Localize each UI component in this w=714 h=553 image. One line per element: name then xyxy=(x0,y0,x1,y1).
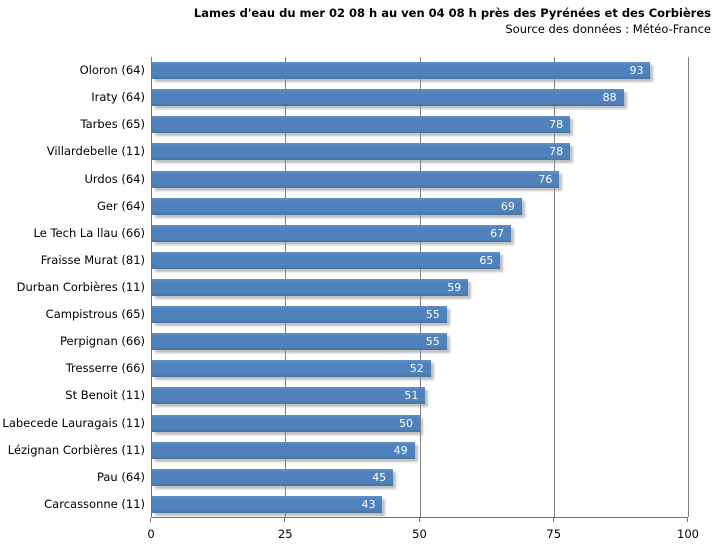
bar-Urdos (64): 76 xyxy=(152,170,560,188)
bar-row: 78 xyxy=(152,111,688,138)
bar-value-label: 78 xyxy=(549,118,564,132)
bar-row: 55 xyxy=(152,328,688,355)
bar-value-label: 50 xyxy=(399,416,413,430)
bar-row: 49 xyxy=(152,437,688,464)
category-label: Villardebelle (11) xyxy=(46,144,145,159)
bar-row: 59 xyxy=(152,274,688,301)
bar-Fraisse Murat (81): 65 xyxy=(152,251,501,269)
category-label: Fraisse Murat (81) xyxy=(40,252,145,267)
bar-Durban Corbières (11): 59 xyxy=(152,278,469,296)
bar-Lézignan Corbières (11): 49 xyxy=(152,441,415,459)
bar-value-label: 78 xyxy=(549,145,564,159)
plot-area: 93 88 78 78 76 69 67 65 59 55 55 52 51 50 49 45 43 xyxy=(151,57,689,518)
bar-value-label: 69 xyxy=(500,199,515,213)
category-label: Campistrous (65) xyxy=(45,307,145,322)
x-axis-tick-mark xyxy=(687,518,688,522)
x-axis-tick-label: 50 xyxy=(412,527,427,541)
bar-Iraty (64): 88 xyxy=(152,89,624,107)
bar-value-label: 52 xyxy=(409,362,424,376)
category-label: Tarbes (65) xyxy=(80,117,145,132)
bar-Le Tech La llau (66): 67 xyxy=(152,224,512,242)
category-label: Le Tech La llau (66) xyxy=(33,225,145,240)
bar-value-label: 51 xyxy=(404,389,419,403)
gridline-100 xyxy=(688,57,689,517)
x-axis-tick-mark xyxy=(150,518,151,522)
category-label: Oloron (64) xyxy=(79,63,145,78)
x-axis-tick-label: 75 xyxy=(546,527,562,541)
bar-Tresserre (66): 52 xyxy=(152,360,431,378)
bar-row: 78 xyxy=(152,138,688,165)
bar-row: 51 xyxy=(152,382,688,409)
x-axis-tick-label: 100 xyxy=(677,527,699,541)
category-label: Tresserre (66) xyxy=(65,361,145,376)
bar-Perpignan (66): 55 xyxy=(152,333,447,351)
category-label: Perpignan (66) xyxy=(59,334,145,349)
bar-value-label: 67 xyxy=(490,226,505,240)
bar-row: 43 xyxy=(152,491,688,518)
category-label: Urdos (64) xyxy=(84,171,145,186)
x-axis-tick-mark xyxy=(418,518,420,522)
bar-Oloron (64): 93 xyxy=(152,62,651,80)
category-label: St Benoit (11) xyxy=(65,388,145,403)
category-label: Pau (64) xyxy=(96,469,145,484)
gridline-75 xyxy=(553,57,555,517)
bar-row: 93 xyxy=(152,57,688,84)
bar-row: 67 xyxy=(152,220,688,247)
chart-title-block: Lames d'eau du mer 02 08 h au ven 04 08 … xyxy=(194,5,711,37)
chart-title: Lames d'eau du mer 02 08 h au ven 04 08 … xyxy=(193,6,711,20)
bar-Tarbes (65): 78 xyxy=(152,116,571,134)
bar-value-label: 49 xyxy=(393,443,408,457)
chart-subtitle: Source des données : Météo-France xyxy=(505,22,711,36)
bar-row: 76 xyxy=(152,165,688,192)
bar-row: 52 xyxy=(152,355,688,382)
category-label: Ger (64) xyxy=(97,198,145,213)
bar-value-label: 45 xyxy=(372,470,387,484)
bar-Carcassonne (11): 43 xyxy=(152,495,383,513)
bar-Campistrous (65): 55 xyxy=(152,306,447,324)
category-label: Labecede Lauragais (11) xyxy=(2,415,145,430)
bar-Labecede Lauragais (11): 50 xyxy=(152,414,420,432)
bar-value-label: 55 xyxy=(425,308,440,322)
bar-value-label: 76 xyxy=(538,172,553,186)
category-label: Iraty (64) xyxy=(91,90,145,105)
bar-Ger (64): 69 xyxy=(152,197,522,215)
bar-value-label: 93 xyxy=(629,64,644,78)
x-axis-tick-label: 25 xyxy=(277,527,293,541)
bar-row: 65 xyxy=(152,247,688,274)
x-axis-tick-label: 0 xyxy=(147,527,155,541)
bar-St Benoit (11): 51 xyxy=(152,387,426,405)
category-label: Carcassonne (11) xyxy=(44,496,145,511)
bar-value-label: 88 xyxy=(602,91,617,105)
x-axis-tick-mark xyxy=(552,518,554,522)
x-axis-tick-mark xyxy=(284,518,286,522)
bar-value-label: 43 xyxy=(361,497,376,511)
bar-row: 55 xyxy=(152,301,688,328)
bar-value-label: 59 xyxy=(447,280,462,294)
bar-Villardebelle (11): 78 xyxy=(152,143,571,161)
bar-row: 69 xyxy=(152,193,688,220)
category-label: Lézignan Corbières (11) xyxy=(7,442,145,457)
bar-row: 88 xyxy=(152,84,688,111)
bar-row: 45 xyxy=(152,464,688,491)
category-label: Durban Corbières (11) xyxy=(16,280,145,294)
bar-value-label: 55 xyxy=(425,335,440,349)
bar-Pau (64): 45 xyxy=(152,468,394,486)
bar-value-label: 65 xyxy=(479,253,494,267)
bar-row: 50 xyxy=(152,410,688,437)
